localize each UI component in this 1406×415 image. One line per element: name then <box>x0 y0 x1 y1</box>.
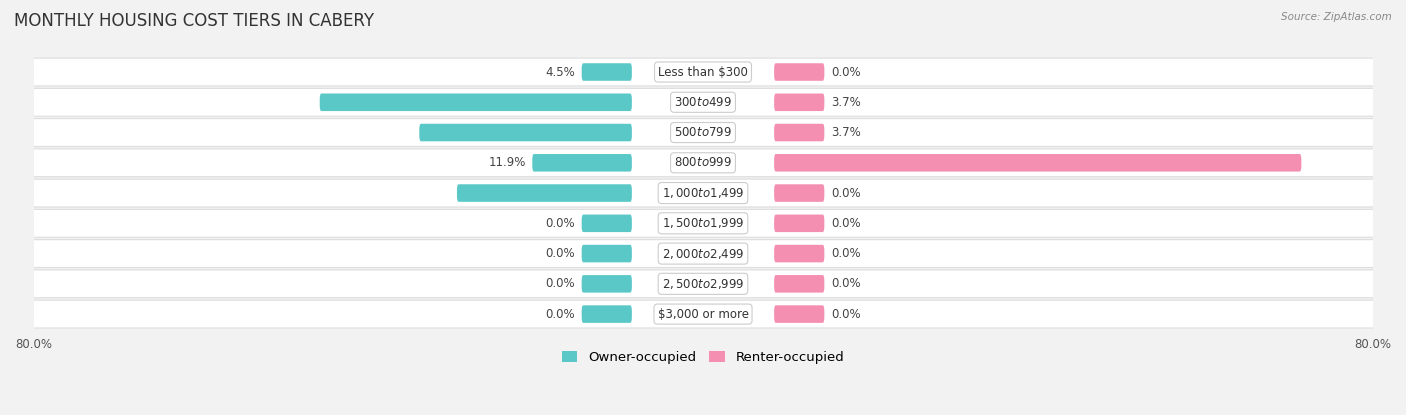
FancyBboxPatch shape <box>17 119 1389 146</box>
Text: 0.0%: 0.0% <box>546 308 575 321</box>
FancyBboxPatch shape <box>17 58 1389 86</box>
Text: $300 to $499: $300 to $499 <box>673 96 733 109</box>
FancyBboxPatch shape <box>419 124 631 142</box>
FancyBboxPatch shape <box>775 124 824 142</box>
Text: Less than $300: Less than $300 <box>658 66 748 78</box>
Text: $500 to $799: $500 to $799 <box>673 126 733 139</box>
Text: 25.4%: 25.4% <box>375 126 412 139</box>
FancyBboxPatch shape <box>582 63 631 81</box>
Text: $2,500 to $2,999: $2,500 to $2,999 <box>662 277 744 291</box>
Text: 11.9%: 11.9% <box>488 156 526 169</box>
Text: 0.0%: 0.0% <box>546 247 575 260</box>
Text: 0.0%: 0.0% <box>831 217 860 230</box>
Text: 37.3%: 37.3% <box>276 96 314 109</box>
FancyBboxPatch shape <box>17 239 1389 268</box>
Text: 3.7%: 3.7% <box>831 96 860 109</box>
FancyBboxPatch shape <box>775 305 824 323</box>
Text: 0.0%: 0.0% <box>831 277 860 290</box>
FancyBboxPatch shape <box>775 184 824 202</box>
FancyBboxPatch shape <box>582 245 631 262</box>
FancyBboxPatch shape <box>17 210 1389 237</box>
FancyBboxPatch shape <box>17 300 1389 328</box>
FancyBboxPatch shape <box>582 275 631 293</box>
FancyBboxPatch shape <box>775 63 824 81</box>
FancyBboxPatch shape <box>17 270 1389 298</box>
Text: 20.9%: 20.9% <box>413 187 450 200</box>
Text: 0.0%: 0.0% <box>546 217 575 230</box>
FancyBboxPatch shape <box>775 154 1302 171</box>
FancyBboxPatch shape <box>582 305 631 323</box>
Text: 63.0%: 63.0% <box>1308 156 1346 169</box>
Text: 3.7%: 3.7% <box>831 126 860 139</box>
FancyBboxPatch shape <box>17 179 1389 207</box>
Text: $800 to $999: $800 to $999 <box>673 156 733 169</box>
Text: $2,000 to $2,499: $2,000 to $2,499 <box>662 247 744 261</box>
Text: $1,500 to $1,999: $1,500 to $1,999 <box>662 216 744 230</box>
FancyBboxPatch shape <box>319 93 631 111</box>
Text: 0.0%: 0.0% <box>831 66 860 78</box>
FancyBboxPatch shape <box>582 215 631 232</box>
FancyBboxPatch shape <box>457 184 631 202</box>
Text: 4.5%: 4.5% <box>546 66 575 78</box>
Text: $3,000 or more: $3,000 or more <box>658 308 748 321</box>
Text: 0.0%: 0.0% <box>831 308 860 321</box>
Text: MONTHLY HOUSING COST TIERS IN CABERY: MONTHLY HOUSING COST TIERS IN CABERY <box>14 12 374 30</box>
FancyBboxPatch shape <box>17 88 1389 116</box>
Text: 0.0%: 0.0% <box>831 247 860 260</box>
FancyBboxPatch shape <box>775 215 824 232</box>
FancyBboxPatch shape <box>17 149 1389 177</box>
FancyBboxPatch shape <box>775 93 824 111</box>
FancyBboxPatch shape <box>533 154 631 171</box>
Text: 0.0%: 0.0% <box>546 277 575 290</box>
Legend: Owner-occupied, Renter-occupied: Owner-occupied, Renter-occupied <box>557 346 849 369</box>
FancyBboxPatch shape <box>775 275 824 293</box>
Text: 0.0%: 0.0% <box>831 187 860 200</box>
FancyBboxPatch shape <box>775 245 824 262</box>
Text: $1,000 to $1,499: $1,000 to $1,499 <box>662 186 744 200</box>
Text: Source: ZipAtlas.com: Source: ZipAtlas.com <box>1281 12 1392 22</box>
